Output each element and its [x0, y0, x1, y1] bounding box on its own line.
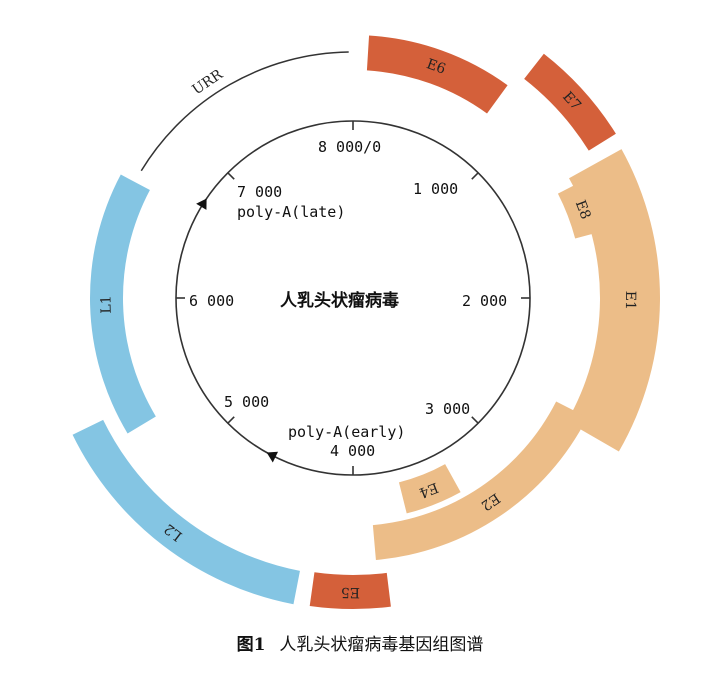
- arrow-late-icon: [196, 198, 207, 210]
- gene-segment-e7: [524, 53, 616, 151]
- scale-tick: [471, 416, 479, 424]
- gene-label-e5: E5: [341, 584, 360, 600]
- scale-label-0: 8 000/0: [318, 138, 381, 156]
- gene-label-e4: E4: [417, 479, 441, 501]
- scale-label-2000: 2 000: [462, 292, 507, 310]
- gene-segment-e6: [366, 35, 508, 114]
- scale-label-6000: 6 000: [189, 292, 234, 310]
- urr-arc: [140, 51, 349, 172]
- gene-segment-l1: [89, 174, 156, 434]
- scale-label-7000: 7 000: [237, 183, 282, 201]
- scale-label-1000: 1 000: [413, 180, 458, 198]
- gene-segment-e2: [372, 401, 588, 560]
- gene-label-l1: L1: [98, 295, 114, 314]
- gene-segment-e8: [557, 179, 607, 239]
- center-title: 人乳头状瘤病毒: [280, 290, 399, 311]
- arrow-early-icon: [266, 451, 279, 463]
- scale-label-3000: 3 000: [425, 400, 470, 418]
- figure-caption: 图1 人乳头状瘤病毒基因组图谱: [0, 630, 720, 655]
- gene-segment-l2: [72, 419, 300, 605]
- scale-tick: [227, 416, 235, 424]
- gene-segment-e5: [309, 572, 391, 609]
- scale-tick: [471, 172, 479, 180]
- caption-text: 人乳头状瘤病毒基因组图谱: [279, 635, 484, 655]
- gene-label-e8: E8: [572, 198, 594, 222]
- scale-ticks: [176, 121, 530, 475]
- scale-label-5000: 5 000: [224, 393, 269, 411]
- urr-label: URR: [190, 66, 227, 98]
- poly-a-late-label: poly-A(late): [237, 203, 345, 221]
- gene-segment-e4: [398, 464, 461, 514]
- scale-tick: [227, 172, 235, 180]
- gene-label-e6: E6: [424, 56, 447, 78]
- poly-a-early-label: poly-A(early): [288, 423, 405, 441]
- scale-label-4000: 4 000: [330, 442, 375, 460]
- gene-label-e1: E1: [622, 291, 638, 310]
- figure-number: 图1: [236, 635, 266, 655]
